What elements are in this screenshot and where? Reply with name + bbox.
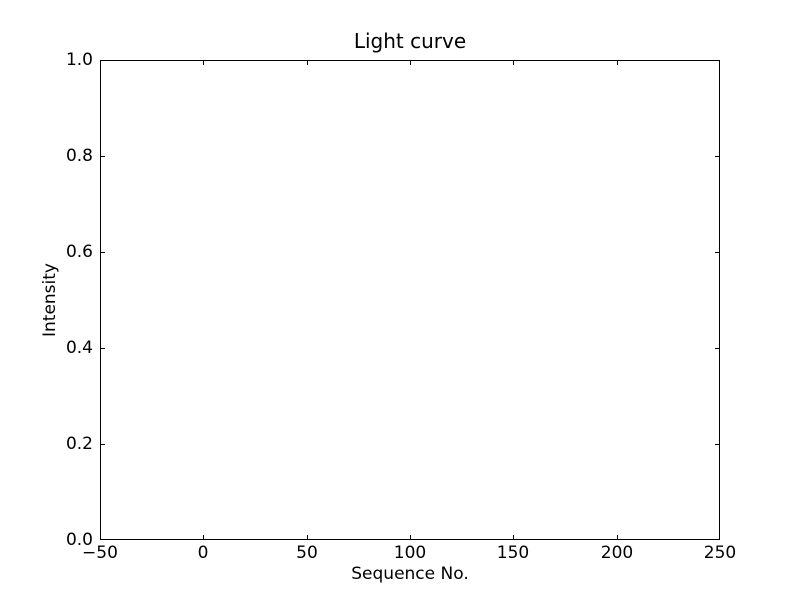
y-tick-mark [715,156,720,157]
x-tick-label: 50 [296,543,318,563]
x-tick-mark [410,535,411,540]
y-tick-label: 0.4 [65,338,93,358]
x-tick-mark [719,60,720,65]
x-tick-mark [307,535,308,540]
x-tick-label: 250 [703,543,737,563]
x-tick-label: 200 [600,543,634,563]
x-tick-mark [513,60,514,65]
x-tick-label: 0 [197,543,209,563]
y-tick-mark [100,156,105,157]
x-tick-mark [410,60,411,65]
y-tick-mark [100,252,105,253]
y-tick-label: 0.2 [65,434,93,454]
x-tick-mark [719,535,720,540]
x-tick-label: 150 [496,543,530,563]
y-tick-mark [100,60,105,61]
y-axis-label: Intensity [40,263,60,337]
y-tick-label: 1.0 [65,50,93,70]
x-tick-label: −50 [82,543,118,563]
y-tick-label: 0.0 [65,530,93,550]
chart-title: Light curve [353,29,467,53]
y-tick-mark [715,444,720,445]
x-tick-mark [307,60,308,65]
x-tick-mark [203,535,204,540]
x-axis-label: Sequence No. [351,564,469,584]
y-tick-mark [100,444,105,445]
y-tick-mark [100,539,105,540]
x-tick-mark [100,535,101,540]
x-tick-mark [513,535,514,540]
y-tick-label: 0.8 [65,146,93,166]
y-tick-mark [715,539,720,540]
y-tick-mark [715,252,720,253]
y-tick-mark [100,348,105,349]
x-tick-mark [100,60,101,65]
x-tick-mark [203,60,204,65]
x-tick-label: 100 [393,543,427,563]
y-tick-mark [715,348,720,349]
y-tick-mark [715,60,720,61]
y-tick-label: 0.6 [65,242,93,262]
x-tick-mark [617,60,618,65]
x-tick-mark [617,535,618,540]
plot-area [100,60,720,540]
